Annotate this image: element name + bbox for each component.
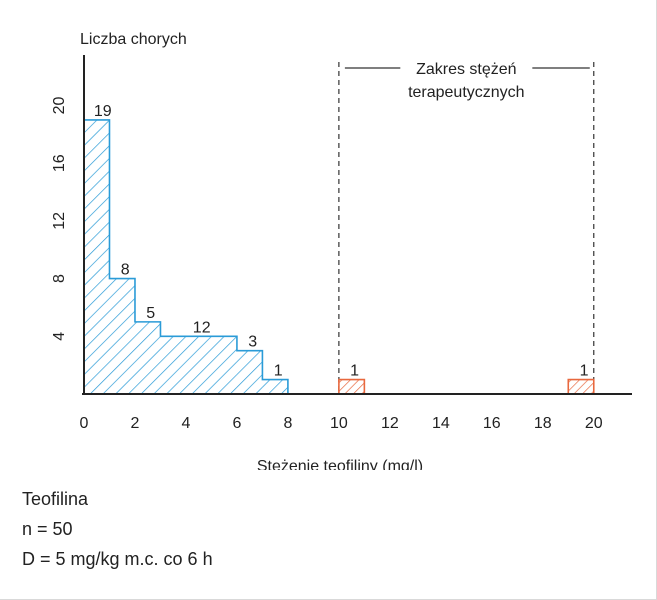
x-tick-label: 20: [585, 415, 603, 432]
y-tick-label: 12: [51, 212, 68, 230]
y-tick-label: 4: [51, 332, 68, 341]
x-tick-label: 0: [80, 415, 89, 432]
histogram-bars: [83, 119, 595, 395]
y-tick-label: 8: [51, 274, 68, 283]
x-tick-label: 12: [381, 415, 399, 432]
figure-notes: Teofilina n = 50 D = 5 mg/kg m.c. co 6 h: [22, 484, 213, 574]
histogram-bar: [84, 119, 110, 395]
histogram-outline: [338, 378, 595, 394]
bar-value-label: 12: [193, 319, 211, 336]
bar-value-label: 1: [580, 363, 589, 380]
range-label-line2: terapeutycznych: [408, 84, 525, 101]
histogram-outline: [83, 119, 289, 394]
x-tick-label: 16: [483, 415, 501, 432]
bar-value-label: 1: [350, 363, 359, 380]
bar-value-label: 1: [274, 363, 283, 380]
y-axis-label: Liczba chorych: [80, 31, 187, 48]
axes: [82, 55, 632, 395]
x-tick-label: 10: [330, 415, 348, 432]
bar-value-label: 3: [248, 334, 257, 351]
therapeutic-range-annotation: Zakres stężeń terapeutycznych: [338, 61, 595, 394]
dose-info: D = 5 mg/kg m.c. co 6 h: [22, 549, 213, 569]
histogram-bar: [160, 336, 237, 394]
x-tick-label: 2: [131, 415, 140, 432]
x-tick-label: 18: [534, 415, 552, 432]
y-tick-label: 20: [51, 96, 68, 114]
x-tick-label: 14: [432, 415, 450, 432]
drug-name: Teofilina: [22, 489, 89, 509]
histogram-bar: [236, 350, 263, 394]
bar-value-label: 5: [146, 305, 155, 322]
x-tick-label: 8: [283, 415, 292, 432]
sample-size: n = 50: [22, 519, 73, 539]
histogram-bar: [338, 379, 365, 394]
x-tick-label: 4: [182, 415, 191, 432]
histogram-bar: [262, 379, 288, 394]
histogram-bar: [134, 321, 161, 394]
x-tick-label: 6: [232, 415, 241, 432]
x-axis-label: Stężenie teofiliny (mg/l): [257, 458, 423, 470]
histogram-bar: [109, 278, 135, 394]
y-tick-label: 16: [51, 154, 68, 172]
range-label-line1: Zakres stężeń: [416, 61, 516, 78]
bar-value-label: 19: [94, 103, 112, 120]
histogram-bar: [568, 379, 594, 394]
bar-value-label: 8: [121, 262, 130, 279]
